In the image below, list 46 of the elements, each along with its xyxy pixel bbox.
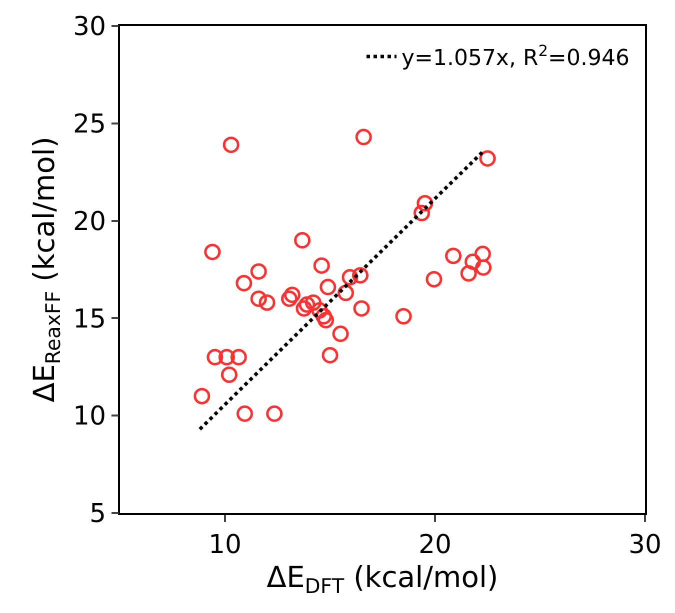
point: [250, 290, 267, 307]
point: [313, 257, 330, 274]
y-tick-label: 5: [90, 499, 106, 530]
point: [304, 294, 322, 311]
point: [445, 248, 462, 264]
point: [294, 232, 311, 249]
y-tick-label: 30: [72, 12, 106, 42]
legend-label: y=1.057x, R$^{2}$=0.946: [402, 42, 630, 72]
y-tick-label: 25: [72, 110, 106, 140]
point: [218, 348, 235, 366]
point: [194, 388, 210, 404]
x-tick-label: 10: [208, 530, 242, 560]
point: [395, 308, 412, 324]
y-tick-label: 10: [72, 402, 106, 432]
point: [284, 286, 300, 304]
point: [322, 346, 338, 364]
point: [460, 265, 477, 282]
point: [475, 259, 492, 276]
point: [353, 300, 370, 317]
point: [479, 150, 496, 167]
point: [220, 366, 238, 383]
x-axis-title: ΔE$_{DFT}$ (kcal/mol): [266, 560, 498, 598]
point: [281, 290, 298, 307]
point: [236, 405, 253, 422]
x-tick-label: 30: [628, 530, 662, 560]
point: [320, 278, 336, 296]
x-tick-label: 20: [418, 530, 452, 560]
point: [250, 263, 267, 280]
point: [206, 348, 224, 366]
y-tick-label: 15: [72, 304, 106, 334]
point: [236, 274, 252, 292]
point: [464, 253, 482, 270]
point: [426, 270, 442, 288]
point: [296, 300, 312, 317]
point: [230, 348, 247, 366]
point: [266, 405, 283, 422]
point: [222, 136, 240, 154]
point: [352, 267, 368, 284]
point: [204, 244, 221, 260]
y-tick-label: 20: [72, 206, 106, 237]
point: [332, 326, 349, 342]
point: [474, 246, 491, 262]
point: [355, 128, 372, 146]
point: [318, 312, 334, 328]
point: [258, 294, 276, 311]
point: [298, 296, 316, 313]
